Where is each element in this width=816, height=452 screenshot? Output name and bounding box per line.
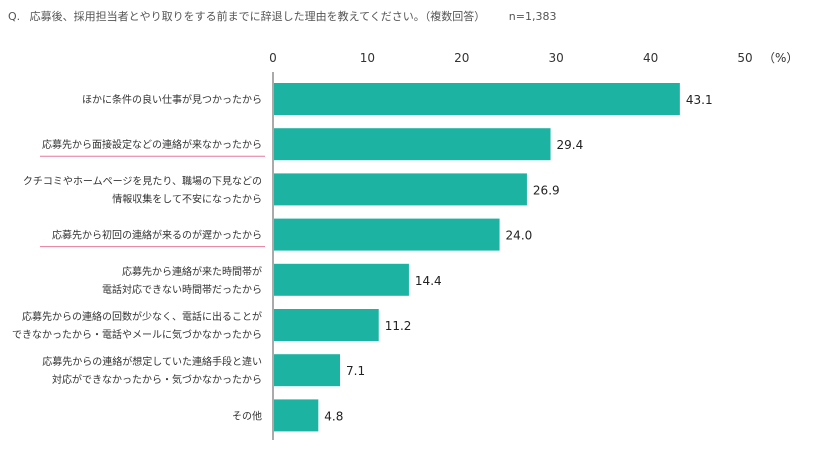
data-label: 4.8 (324, 409, 343, 423)
question-text: 応募後、採用担当者とやり取りをする前までに辞退した理由を教えてください。（複数回… (29, 10, 486, 23)
bar (274, 173, 527, 206)
category-label: 対応ができなかったから・気づかなかったから (52, 373, 262, 386)
bar (274, 263, 409, 296)
category-label: 応募先から面接設定などの連絡が来なかったから (42, 138, 262, 151)
category-label: 電話対応できない時間帯だったから (102, 283, 262, 296)
data-label: 43.1 (686, 93, 713, 107)
category-label: 応募先から連絡が来た時間帯が (122, 265, 262, 278)
x-tick-label: 40 (643, 51, 658, 65)
x-tick-label: 10 (360, 51, 375, 65)
x-tick-label: 20 (454, 51, 469, 65)
data-label: 26.9 (533, 183, 560, 197)
category-label: 情報収集をして不安になったから (112, 192, 262, 205)
bar (274, 399, 319, 432)
x-tick-label: 50 (737, 51, 752, 65)
bar (274, 309, 379, 341)
x-tick-label: 0 (269, 51, 277, 65)
category-label: クチコミやホームページを見たり、職場の下見などの (23, 174, 262, 187)
data-label: 7.1 (346, 364, 365, 378)
category-label: 応募先からの連絡が想定していた連絡手段と違い (42, 355, 262, 368)
data-label: 11.2 (385, 319, 412, 333)
bar (274, 128, 551, 161)
bar (274, 354, 341, 387)
data-label: 29.4 (557, 138, 584, 152)
category-label: その他 (232, 409, 262, 422)
bar (274, 83, 680, 115)
category-label: ほかに条件の良い仕事が見つかったから (82, 93, 262, 106)
x-unit-label: （%） (763, 51, 798, 65)
x-tick-label: 30 (549, 51, 564, 65)
category-label: 応募先からの連絡の回数が少なく、電話に出ることが (22, 310, 262, 323)
category-label: できなかったから・電話やメールに気づかなかったから (12, 328, 262, 341)
category-label: 応募先から初回の連絡が来るのが遅かったから (52, 229, 262, 242)
bar (274, 218, 500, 251)
question-prefix: Q. (8, 10, 21, 23)
chart-header: Q. 応募後、採用担当者とやり取りをする前までに辞退した理由を教えてください。（… (8, 8, 562, 24)
data-label: 24.0 (506, 229, 533, 243)
data-label: 14.4 (415, 274, 442, 288)
sample-size: n=1,383 (508, 10, 557, 23)
